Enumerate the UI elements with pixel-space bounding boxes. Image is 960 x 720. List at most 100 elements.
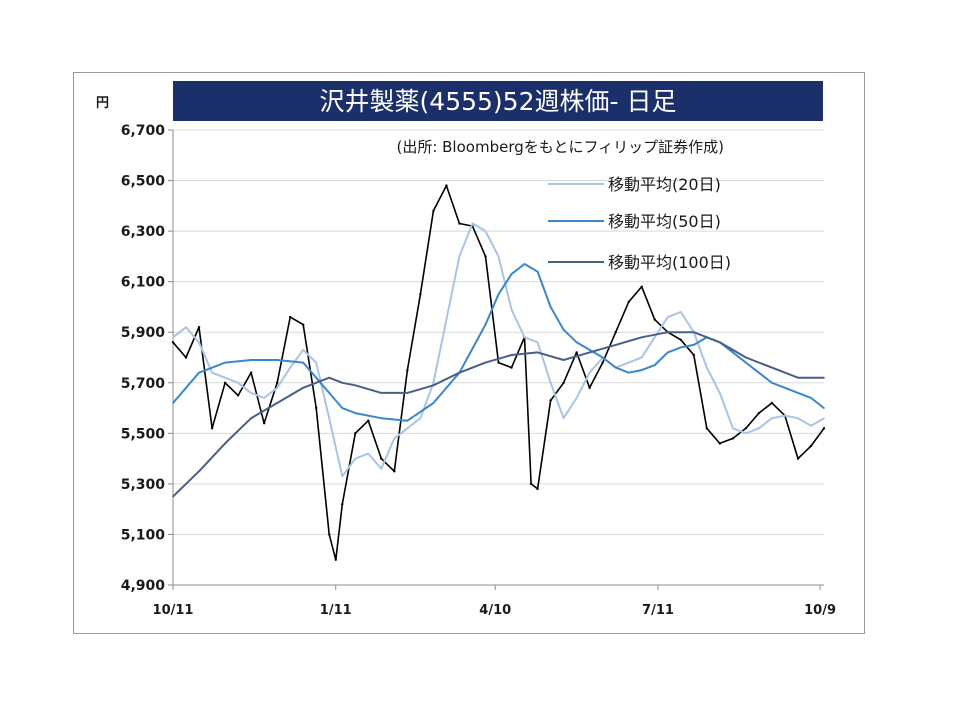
ma50-point xyxy=(745,361,747,364)
price-point xyxy=(432,209,435,213)
x-tick-label: 10/11 xyxy=(153,603,194,618)
ma100-point xyxy=(719,341,721,344)
price-point xyxy=(197,325,201,329)
price-point xyxy=(223,381,227,384)
ma20-point xyxy=(562,417,565,419)
price-point xyxy=(406,368,409,372)
price-point xyxy=(705,427,709,430)
ma100-point xyxy=(341,381,344,384)
ma50-point xyxy=(758,371,760,374)
ma20-point xyxy=(771,417,773,419)
price-point xyxy=(171,341,175,344)
price-point xyxy=(510,366,513,369)
ma50-point xyxy=(549,306,552,308)
y-tick-label: 5,500 xyxy=(121,426,166,442)
ma20-point xyxy=(328,417,331,419)
ma50-line xyxy=(172,263,825,422)
axes xyxy=(172,130,824,586)
ma50-point xyxy=(562,328,565,331)
ma50-point xyxy=(484,323,487,326)
y-tick-label: 5,300 xyxy=(121,477,166,493)
price-point xyxy=(315,406,318,410)
ma20-point xyxy=(797,417,799,419)
ma100-point xyxy=(588,351,591,354)
ma50-point xyxy=(588,349,591,351)
ma50-point xyxy=(797,392,799,394)
price-point xyxy=(484,255,487,258)
price-point xyxy=(575,351,578,354)
ma20-point xyxy=(679,311,682,313)
y-tick-label: 6,300 xyxy=(121,224,166,240)
ma50-point xyxy=(679,346,682,349)
ma20-point xyxy=(198,341,200,344)
ma50-point xyxy=(406,419,409,422)
ma50-point xyxy=(823,407,825,409)
price-point xyxy=(334,558,337,561)
ma100-point xyxy=(771,366,773,369)
ma50-point xyxy=(276,359,278,361)
price-line xyxy=(172,184,825,561)
ma100-point xyxy=(797,376,799,379)
legend-label-ma20: 移動平均(20日) xyxy=(608,175,721,194)
ma20-point xyxy=(393,437,396,440)
y-axis-unit: 円 xyxy=(96,96,109,111)
price-point xyxy=(549,399,552,402)
ma100-point xyxy=(224,442,226,445)
price-point xyxy=(445,184,448,187)
price-point xyxy=(744,427,748,430)
price-point xyxy=(757,411,761,415)
ma50-point xyxy=(224,361,226,364)
ma20-point xyxy=(172,336,174,339)
ma100-point xyxy=(693,331,695,334)
ma20-point xyxy=(250,392,252,394)
price-point xyxy=(614,331,617,334)
gridlines xyxy=(173,129,824,535)
ma20-point xyxy=(510,308,513,311)
x-tick-label: 7/11 xyxy=(642,603,674,618)
ma20-point xyxy=(588,371,591,374)
price-point xyxy=(249,371,253,374)
y-tick-label: 5,900 xyxy=(121,325,166,341)
ma20-point xyxy=(575,397,578,399)
ma20-point xyxy=(367,452,370,455)
ma20-point xyxy=(263,397,265,399)
price-point xyxy=(328,533,331,536)
price-point xyxy=(627,300,630,304)
ma20-point xyxy=(719,392,721,394)
ma100-point xyxy=(745,356,747,359)
ma20-point xyxy=(810,424,812,427)
ma50-point xyxy=(627,371,630,374)
ma20-point xyxy=(432,381,435,384)
ma50-point xyxy=(653,364,656,366)
price-point xyxy=(210,427,214,430)
ma20-point xyxy=(549,381,552,384)
series-lines xyxy=(171,184,826,561)
ma100-point xyxy=(172,495,174,498)
price-point xyxy=(458,222,461,225)
ma50-point xyxy=(250,359,252,361)
ma20-point xyxy=(445,318,448,321)
ma20-point xyxy=(185,326,187,328)
price-point xyxy=(262,422,266,425)
price-point xyxy=(601,361,604,364)
ma50-point xyxy=(575,341,578,344)
ma50-point xyxy=(497,293,500,296)
ma20-point xyxy=(419,417,422,419)
ma100-point xyxy=(536,351,539,354)
ma100-point xyxy=(666,331,669,334)
y-tick-label: 5,100 xyxy=(121,527,166,543)
ma50-point xyxy=(172,402,174,404)
ma100-point xyxy=(562,359,565,361)
x-tick-label: 4/10 xyxy=(479,603,511,618)
ma50-point xyxy=(771,381,773,384)
price-point xyxy=(236,394,240,397)
ma20-point xyxy=(745,432,747,435)
legend-label-ma100: 移動平均(100日) xyxy=(608,253,731,272)
ma100-point xyxy=(276,402,278,404)
ma20-point xyxy=(224,376,226,379)
price-point xyxy=(536,487,539,491)
price-point xyxy=(354,432,357,435)
ma20-point xyxy=(276,387,278,389)
price-point xyxy=(679,338,682,342)
price-point xyxy=(731,437,735,440)
